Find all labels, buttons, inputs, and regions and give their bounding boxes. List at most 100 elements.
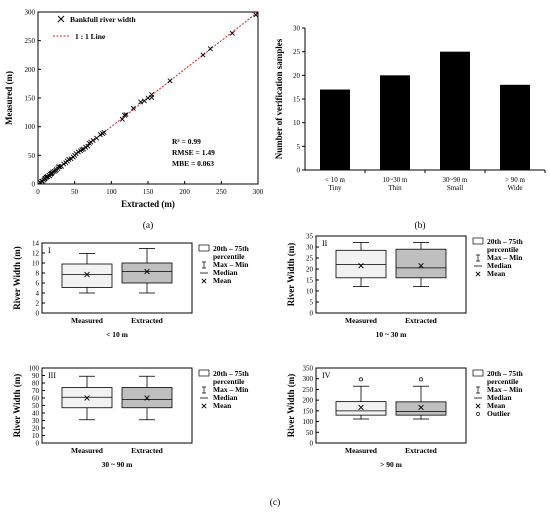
box-y-tick-label: 8 <box>36 270 40 278</box>
panel-number: III <box>48 371 56 380</box>
legend-whisker-symbol <box>202 386 206 394</box>
bar <box>380 75 410 170</box>
scatter-y-tick-label: 50 <box>28 152 36 160</box>
scatter-x-tick-label: 100 <box>106 188 117 196</box>
legend-box-swatch <box>472 369 484 377</box>
box-outlier <box>359 377 363 382</box>
bar <box>320 89 350 170</box>
scatter-point <box>119 116 125 122</box>
bar <box>500 84 530 170</box>
box-y-tick-label: 10 <box>32 260 40 268</box>
legend-box-label: 20th – 75th <box>213 244 250 253</box>
box-y-tick-label: 30 <box>306 244 314 252</box>
scatter-point <box>57 164 63 170</box>
legend-box-swatch <box>472 237 484 245</box>
panel-number: I <box>48 246 51 255</box>
scatter-point <box>229 30 235 36</box>
scatter-point <box>85 143 91 149</box>
box-y-tick-label: 250 <box>303 386 314 394</box>
scatter-y-tick-label: 250 <box>25 37 36 45</box>
box-panel-range-label: 10 ~ 30 m <box>376 330 408 339</box>
box-group-label: Extracted <box>405 446 437 455</box>
box-y-tick-label: 350 <box>303 365 314 373</box>
panel-number: IV <box>322 371 331 380</box>
legend-whisker-label: Max – Min <box>213 385 249 394</box>
box-group-label: Measured <box>71 446 104 455</box>
box-group-label: Extracted <box>131 446 163 455</box>
legend-mean-label: Mean <box>487 401 506 410</box>
box-y-tick-label: 10 <box>32 432 40 440</box>
scatter-x-tick-label: 300 <box>253 188 264 196</box>
bar-y-tick-label: 25 <box>293 48 301 56</box>
box-y-tick-label: 14 <box>32 240 40 248</box>
box-iqr <box>335 249 387 279</box>
legend-box-swatch <box>198 369 210 377</box>
legend-bankfull-label: Bankfull river width <box>70 15 137 24</box>
scatter-point <box>207 46 213 52</box>
box-y-tick-label: 15 <box>306 277 314 285</box>
box-y-tick-label: 20 <box>306 266 314 274</box>
box-plot-frame <box>315 235 467 314</box>
bar-category-label: 30~90 m <box>443 176 469 184</box>
box-panel-range-label: > 90 m <box>380 460 403 469</box>
legend-mean-label: Mean <box>213 276 232 285</box>
legend-marker-cross <box>57 15 65 23</box>
box-group-label: Measured <box>71 316 104 325</box>
scatter-y-label: Measured (m) <box>4 71 14 125</box>
box-y-tick-label: 100 <box>29 365 40 373</box>
bar-y-label: Number of verification samples <box>274 38 284 159</box>
legend-mean-symbol <box>475 403 481 409</box>
box-y-label: River Width (m) <box>286 243 296 307</box>
legend-box-label-2: percentile <box>487 377 519 386</box>
scatter-point <box>50 169 56 175</box>
box-y-label: River Width (m) <box>12 374 22 438</box>
scatter-point <box>90 137 96 143</box>
legend-outlier-symbol <box>476 412 480 416</box>
box-y-tick-label: 0 <box>310 310 314 318</box>
rmse-stat: RMSE = 1.49 <box>172 148 215 157</box>
box-group-label: Measured <box>345 446 378 455</box>
box-y-tick-label: 0 <box>36 310 40 318</box>
legend-median-label: Median <box>213 393 238 402</box>
scatter-points <box>37 12 259 185</box>
bar-category-label: > 90 m <box>505 176 525 184</box>
caption-c: (c) <box>270 497 281 508</box>
bar-ticks: 0 5 10 15 20 25 30 <box>293 25 546 175</box>
scatter-x-tick-label: 50 <box>71 188 79 196</box>
scatter-y-tick-label: 150 <box>25 95 36 103</box>
box-panel-range-label: < 10 m <box>106 330 129 339</box>
legend-mean-symbol <box>201 403 207 409</box>
legend-mean-symbol <box>201 278 207 284</box>
box-mean-marker <box>144 268 150 275</box>
bar-subcategory-label: Small <box>447 184 463 192</box>
box-y-tick-label: 2 <box>36 300 40 308</box>
scatter-point <box>138 99 144 105</box>
bar-y-tick-label: 20 <box>293 72 301 80</box>
legend-median-label: Median <box>487 393 512 402</box>
scatter-x-label: Extracted (m) <box>121 199 175 209</box>
scatter-y-tick-label: 200 <box>25 66 36 74</box>
box-y-tick-label: 10 <box>306 288 314 296</box>
legend-whisker-label: Max – Min <box>487 385 523 394</box>
legend-outlier-label: Outlier <box>487 409 511 418</box>
legend-box-label: 20th – 75th <box>213 369 250 378</box>
scatter-x-tick-label: 0 <box>36 188 40 196</box>
box-y-tick-label: 12 <box>32 250 40 258</box>
legend-box-label-2: percentile <box>487 245 519 254</box>
box-y-tick-label: 80 <box>32 380 40 388</box>
box-y-label: River Width (m) <box>286 374 296 438</box>
bar-y-tick-label: 10 <box>293 119 301 127</box>
r-squared-stat: R² = 0.99 <box>172 137 201 146</box>
box-y-tick-label: 100 <box>303 418 314 426</box>
box-y-tick-label: 200 <box>303 397 314 405</box>
box-y-tick-label: 90 <box>32 372 40 380</box>
box-y-label: River Width (m) <box>12 246 22 310</box>
box-y-tick-label: 35 <box>306 233 314 241</box>
panel-number: II <box>322 239 328 248</box>
scatter-y-tick-label: 100 <box>25 123 36 131</box>
